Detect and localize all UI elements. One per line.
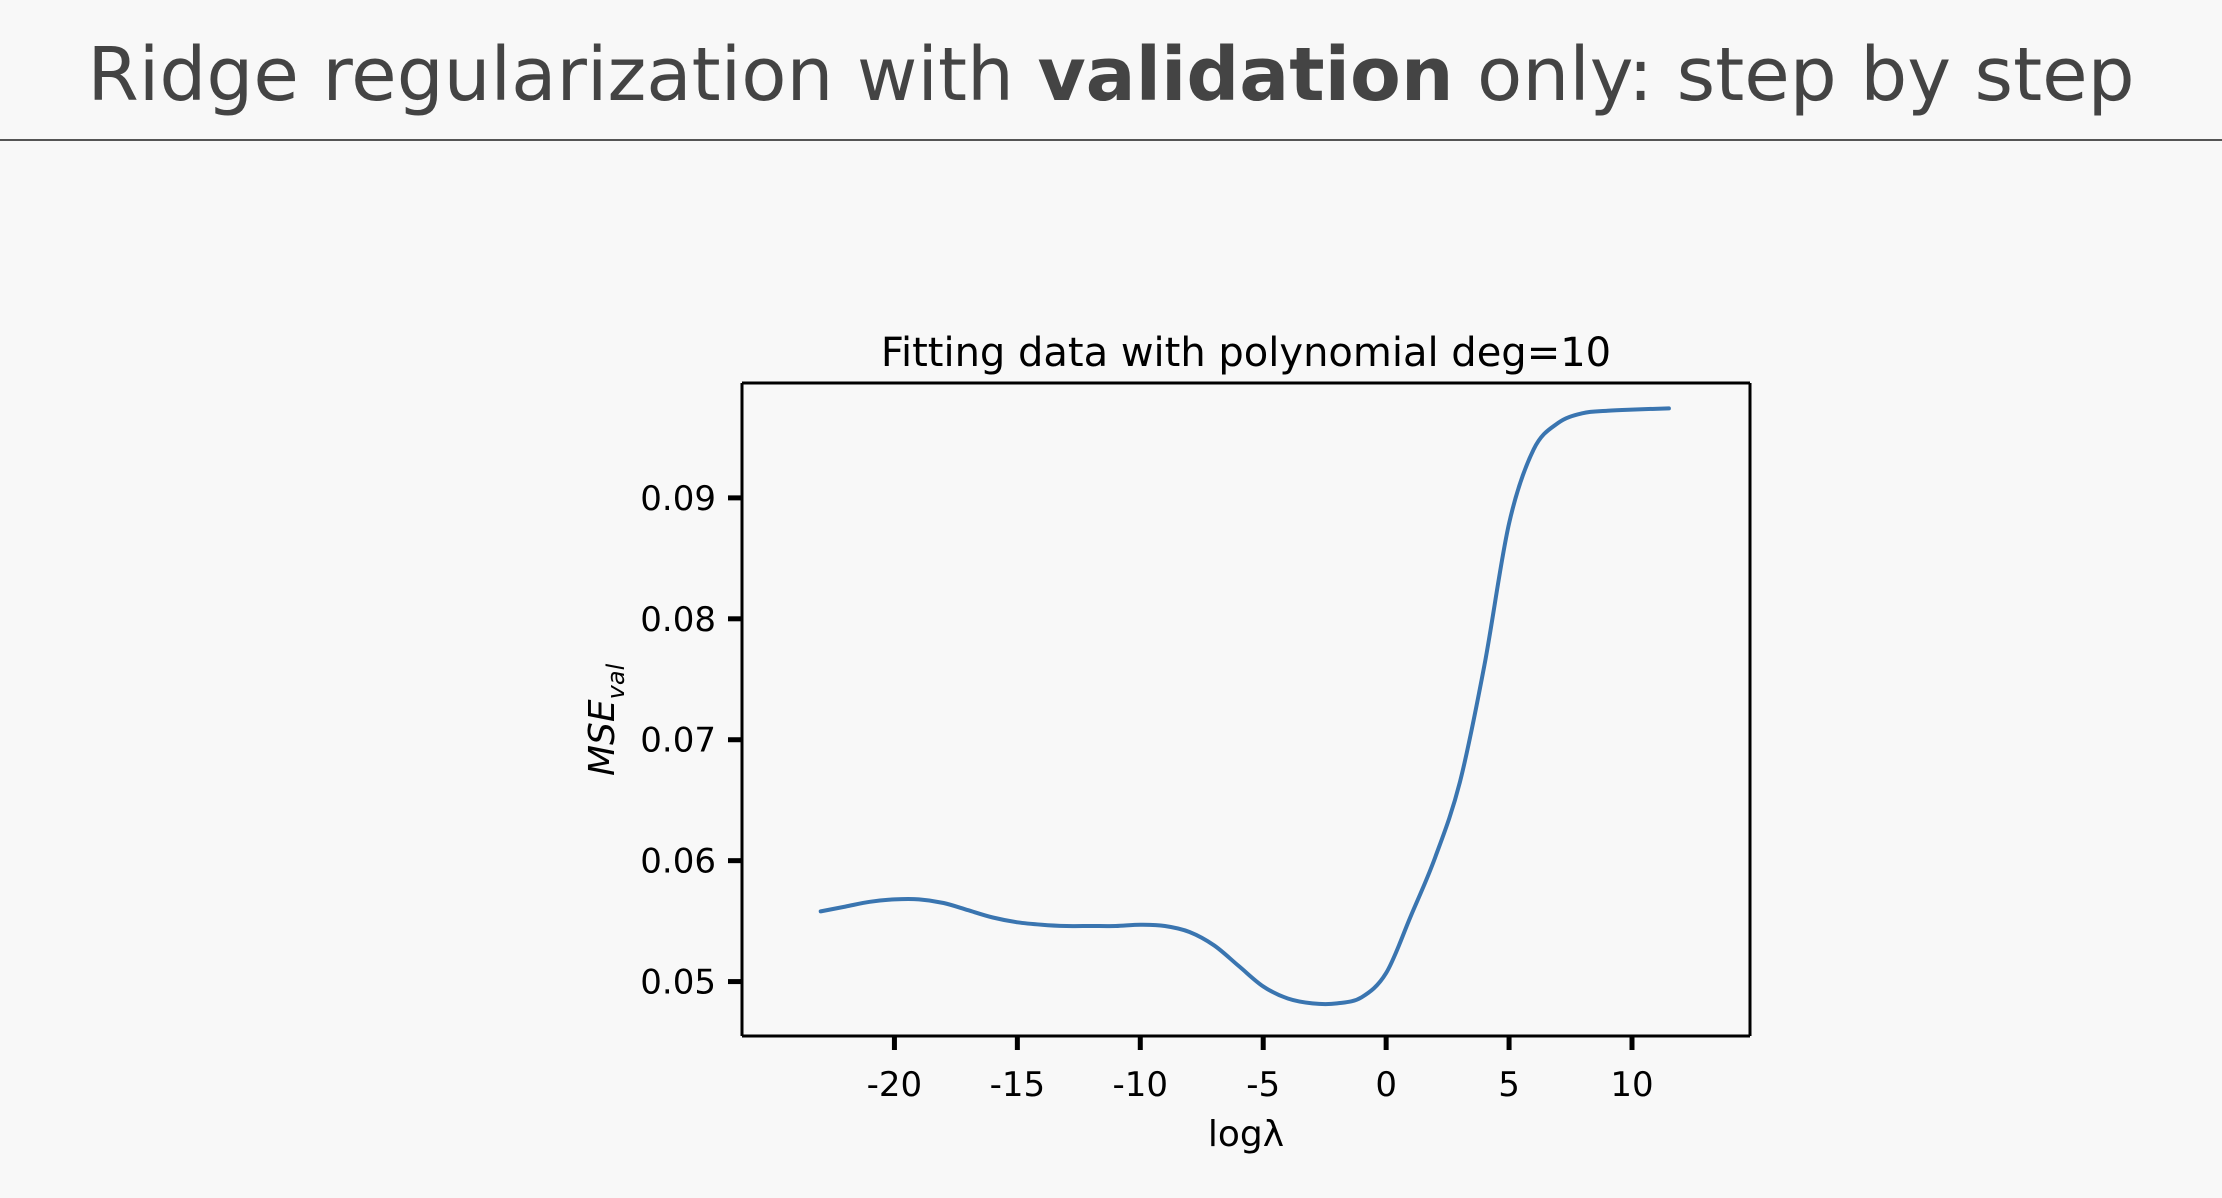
x-tick-label: -5 <box>1246 1065 1280 1105</box>
x-tick-label: 0 <box>1375 1065 1397 1105</box>
x-axis-label: logλ <box>1208 1114 1284 1155</box>
chart-title: Fitting data with polynomial deg=10 <box>881 330 1611 376</box>
y-axis-label-main: MSE <box>582 699 623 776</box>
slide-title: Ridge regularization with validation onl… <box>0 38 2222 112</box>
y-axis-label: MSEval <box>582 663 630 776</box>
y-tick-label: 0.05 <box>640 963 716 1003</box>
x-axis-ticks: -20 -15 -10 -5 0 5 10 <box>867 1036 1654 1105</box>
x-tick-label: -20 <box>867 1065 923 1105</box>
x-tick-label: -15 <box>990 1065 1046 1105</box>
y-tick-label: 0.06 <box>640 842 716 882</box>
x-tick-label: 5 <box>1498 1065 1520 1105</box>
slide-header: Ridge regularization with validation onl… <box>0 0 2222 141</box>
slide-title-post: only: step by step <box>1453 32 2135 118</box>
x-tick-label: 10 <box>1610 1065 1653 1105</box>
series-line <box>818 406 1671 1007</box>
slide-title-bold: validation <box>1037 32 1454 118</box>
y-axis-label-sub: val <box>602 663 630 699</box>
y-axis-ticks: 0.05 0.06 0.07 0.08 0.09 <box>640 479 742 1003</box>
y-tick-label: 0.07 <box>640 721 716 761</box>
y-tick-label: 0.08 <box>640 600 716 640</box>
slide-title-pre: Ridge regularization with <box>87 32 1038 118</box>
y-tick-label: 0.09 <box>640 479 716 519</box>
plot-frame <box>740 381 1752 1038</box>
x-tick-label: -10 <box>1113 1065 1169 1105</box>
